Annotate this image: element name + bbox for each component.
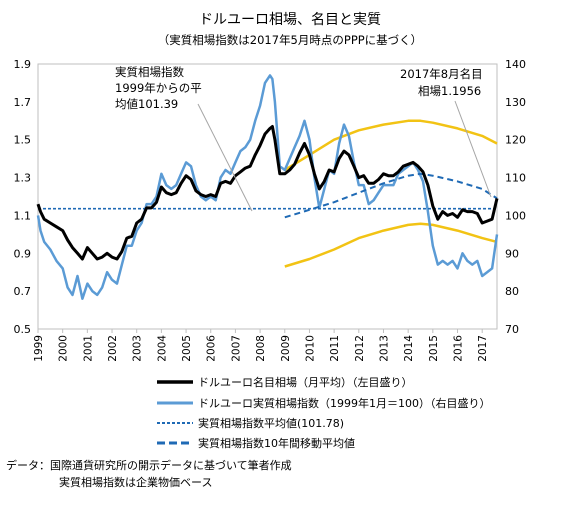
annotation-latest-bg xyxy=(397,66,495,100)
right-tick-label: 140 xyxy=(505,58,526,71)
annotation-average-line: 実質相場指数 xyxy=(115,65,184,79)
left-tick-label: 1.1 xyxy=(14,209,32,222)
legend-label: 実質相場指数10年間移動平均値 xyxy=(198,436,355,450)
legend-label: 実質相場指数平均値(101.78) xyxy=(198,416,344,430)
x-tick-label: 2011 xyxy=(329,335,341,362)
x-tick-label: 2010 xyxy=(304,335,316,362)
footnote-line: データ：国際通貨研究所の開示データに基づいて筆者作成 xyxy=(6,458,292,472)
right-tick-label: 110 xyxy=(505,172,526,185)
x-tick-label: 2008 xyxy=(255,335,267,362)
left-tick-label: 1.5 xyxy=(14,134,32,147)
right-tick-label: 70 xyxy=(505,323,519,336)
right-tick-label: 120 xyxy=(505,134,526,147)
left-axis: 0.5 0.7 0.9 1.1 1.3 1.5 1.7 1.9 xyxy=(14,58,32,336)
annotation-latest-line: 2017年8月名目 xyxy=(400,67,483,81)
x-tick-label: 2005 xyxy=(181,335,193,362)
annotation-latest-line: 相場1.1956 xyxy=(418,84,481,98)
right-tick-label: 80 xyxy=(505,285,519,298)
footnote-line: 実質相場指数は企業物価ベース xyxy=(59,475,212,489)
x-tick-label: 2013 xyxy=(378,335,390,362)
x-tick-label: 2016 xyxy=(453,335,465,362)
x-tick-label: 2009 xyxy=(280,335,292,362)
annotation-average-leader xyxy=(197,103,253,212)
left-tick-label: 0.5 xyxy=(14,323,32,336)
right-axis: 70 80 90 100 110 120 130 140 xyxy=(505,58,526,336)
annotation-latest-leader xyxy=(454,100,492,198)
x-axis: 1999 2000 2001 2002 2003 2004 2005 2006 2007 2008… xyxy=(33,329,489,362)
chart-subtitle: （実質相場指数は2017年5月時点のPPPに基づく） xyxy=(158,33,422,47)
plot-area xyxy=(37,63,498,330)
x-tick-label: 2014 xyxy=(403,335,415,362)
x-tick-label: 2015 xyxy=(428,335,440,362)
x-tick-label: 2007 xyxy=(230,335,242,362)
x-tick-label: 2006 xyxy=(206,335,218,362)
legend-item: 実質相場指数平均値(101.78) xyxy=(157,416,344,430)
x-tick-label: 2004 xyxy=(156,335,168,362)
x-tick-label: 2012 xyxy=(354,335,366,362)
left-tick-label: 0.9 xyxy=(14,247,32,260)
x-tick-label: 2001 xyxy=(82,335,94,362)
annotation-average: 実質相場指数 1999年からの平 均値101.39 xyxy=(115,65,253,212)
legend: ドルユーロ名目相場（月平均）（左目盛り） ドルユーロ実質相場指数（1999年1月… xyxy=(157,375,491,450)
legend-label: ドルユーロ実質相場指数（1999年1月＝100）（右目盛り） xyxy=(198,396,491,410)
left-tick-label: 1.3 xyxy=(14,172,32,185)
chart-title: ドルユーロ相場、名目と実質 xyxy=(199,12,381,28)
annotation-average-line: 1999年からの平 xyxy=(115,81,202,95)
right-tick-label: 90 xyxy=(505,247,519,260)
right-tick-label: 130 xyxy=(505,96,526,109)
x-tick-label: 2003 xyxy=(132,335,144,362)
annotation-average-line: 均値101.39 xyxy=(115,97,178,111)
left-tick-label: 1.7 xyxy=(14,96,32,109)
left-tick-label: 0.7 xyxy=(14,285,32,298)
series-line xyxy=(36,125,499,261)
annotation-latest: 2017年8月名目 相場1.1956 xyxy=(397,66,495,198)
legend-item: 実質相場指数10年間移動平均値 xyxy=(157,436,355,450)
x-tick-label: 2000 xyxy=(58,335,70,362)
series-line xyxy=(284,222,498,268)
x-tick-label: 2002 xyxy=(107,335,119,362)
series-layer xyxy=(36,74,499,300)
x-tick-label: 1999 xyxy=(33,335,45,362)
x-tick-label: 2017 xyxy=(477,335,489,362)
legend-item: ドルユーロ実質相場指数（1999年1月＝100）（右目盛り） xyxy=(157,396,491,410)
series-line xyxy=(284,172,498,219)
legend-item: ドルユーロ名目相場（月平均）（左目盛り） xyxy=(157,375,413,389)
right-tick-label: 100 xyxy=(505,209,526,222)
legend-label: ドルユーロ名目相場（月平均）（左目盛り） xyxy=(198,375,413,389)
left-tick-label: 1.9 xyxy=(14,58,32,71)
